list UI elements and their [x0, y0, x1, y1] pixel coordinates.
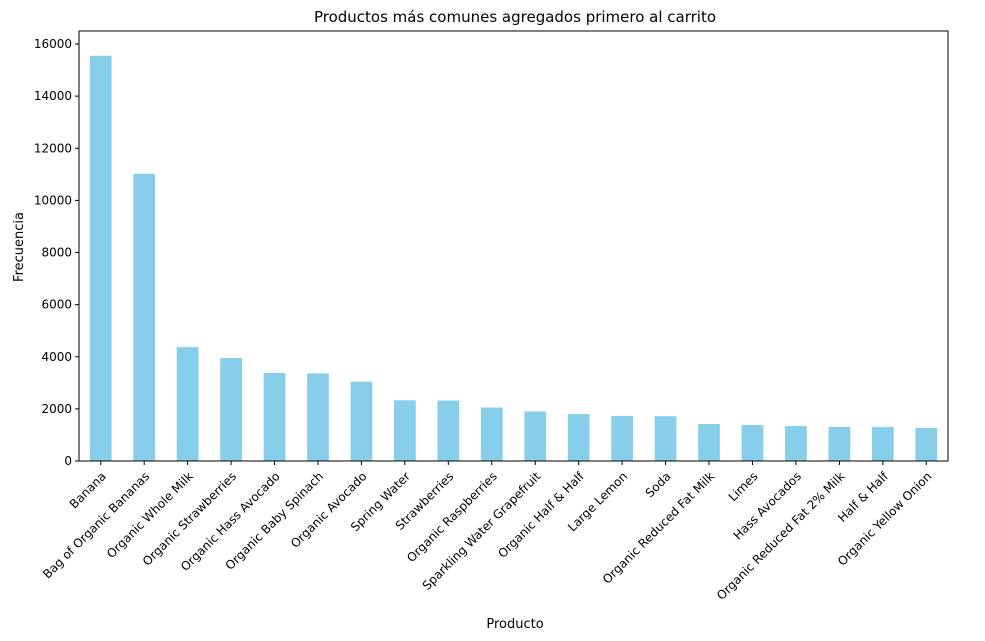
bar-2 — [133, 173, 156, 461]
bar-6 — [307, 373, 329, 461]
y-axis-ticks: 0 2000 4000 6000 8000 10000 12000 14000 16000 — [34, 37, 79, 468]
y-tick-label: 14000 — [34, 89, 72, 103]
x-axis-label: Producto — [486, 617, 543, 632]
bar-8 — [394, 400, 416, 461]
bar-19 — [871, 427, 894, 461]
bar-20 — [915, 427, 938, 461]
y-axis-label: Frecuencia — [12, 212, 27, 282]
bar-17 — [785, 426, 807, 461]
bar-14 — [654, 416, 677, 461]
bar-11 — [524, 411, 547, 461]
bar-13 — [611, 415, 633, 461]
bar-12 — [567, 414, 590, 461]
plot-area-frame — [78, 30, 949, 462]
bar-1 — [89, 55, 112, 462]
bar-15 — [698, 423, 720, 461]
bar-7 — [350, 381, 373, 461]
y-tick-label: 0 — [64, 454, 72, 468]
y-tick-label: 8000 — [41, 246, 72, 260]
bar-16 — [741, 425, 764, 461]
bars-group — [89, 55, 938, 462]
bar-4 — [220, 358, 242, 461]
bar-5 — [263, 372, 286, 461]
y-tick-label: 4000 — [41, 350, 72, 364]
chart-title: Productos más comunes agregados primero … — [314, 8, 716, 26]
y-tick-label: 2000 — [41, 402, 72, 416]
y-tick-label: 12000 — [34, 141, 72, 155]
bar-9 — [437, 400, 460, 461]
bar-3 — [176, 347, 199, 461]
y-tick-label: 6000 — [41, 298, 72, 312]
bar-18 — [828, 426, 851, 461]
bar-10 — [480, 407, 503, 461]
y-tick-label: 16000 — [34, 37, 72, 51]
y-tick-label: 10000 — [34, 193, 72, 207]
